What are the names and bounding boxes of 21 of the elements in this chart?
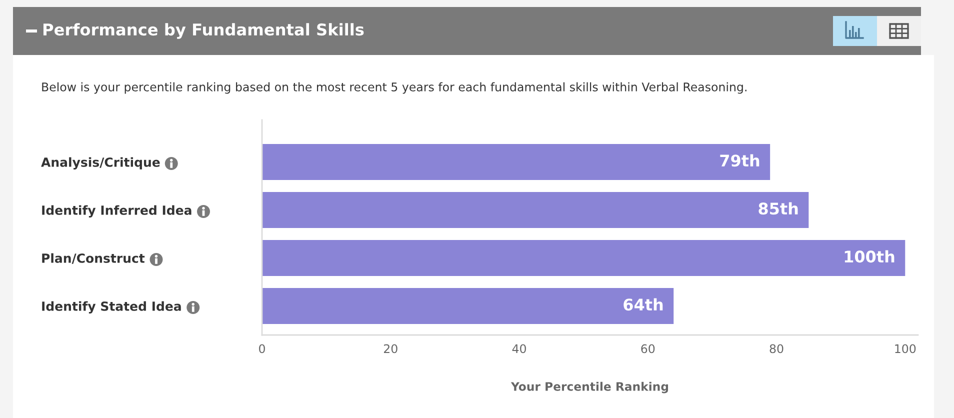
bar [262,144,770,180]
data-label: 85th [758,202,798,215]
y-tick-label: Analysis/Critique [41,157,160,170]
x-tick-label: 40 [512,344,526,354]
x-tick-label: 80 [770,344,784,354]
data-label: 100th [844,250,894,263]
chart-subtitle: Below is your percentile ranking based on the most recent 5 years for each fundamental skills within Verbal Reasoning. [42,82,746,94]
y-tick-label: Plan/Construct [42,253,145,264]
bar [262,192,809,228]
x-tick-label: 60 [641,344,655,354]
y-tick-label: Identify Inferred Idea [42,205,192,218]
bar [262,240,906,276]
chart-title: Performance by Fundamental Skills [43,23,364,39]
bar [262,288,674,324]
x-tick-label: 100 [895,344,916,354]
x-tick-label: 0 [259,344,265,354]
data-label: 64th [624,298,663,311]
data-label: 79th [720,154,760,167]
x-tick-label: 20 [384,344,398,354]
x-axis-title: Your Percentile Ranking [510,382,668,394]
y-tick-label: Identify Stated Idea [42,301,181,314]
